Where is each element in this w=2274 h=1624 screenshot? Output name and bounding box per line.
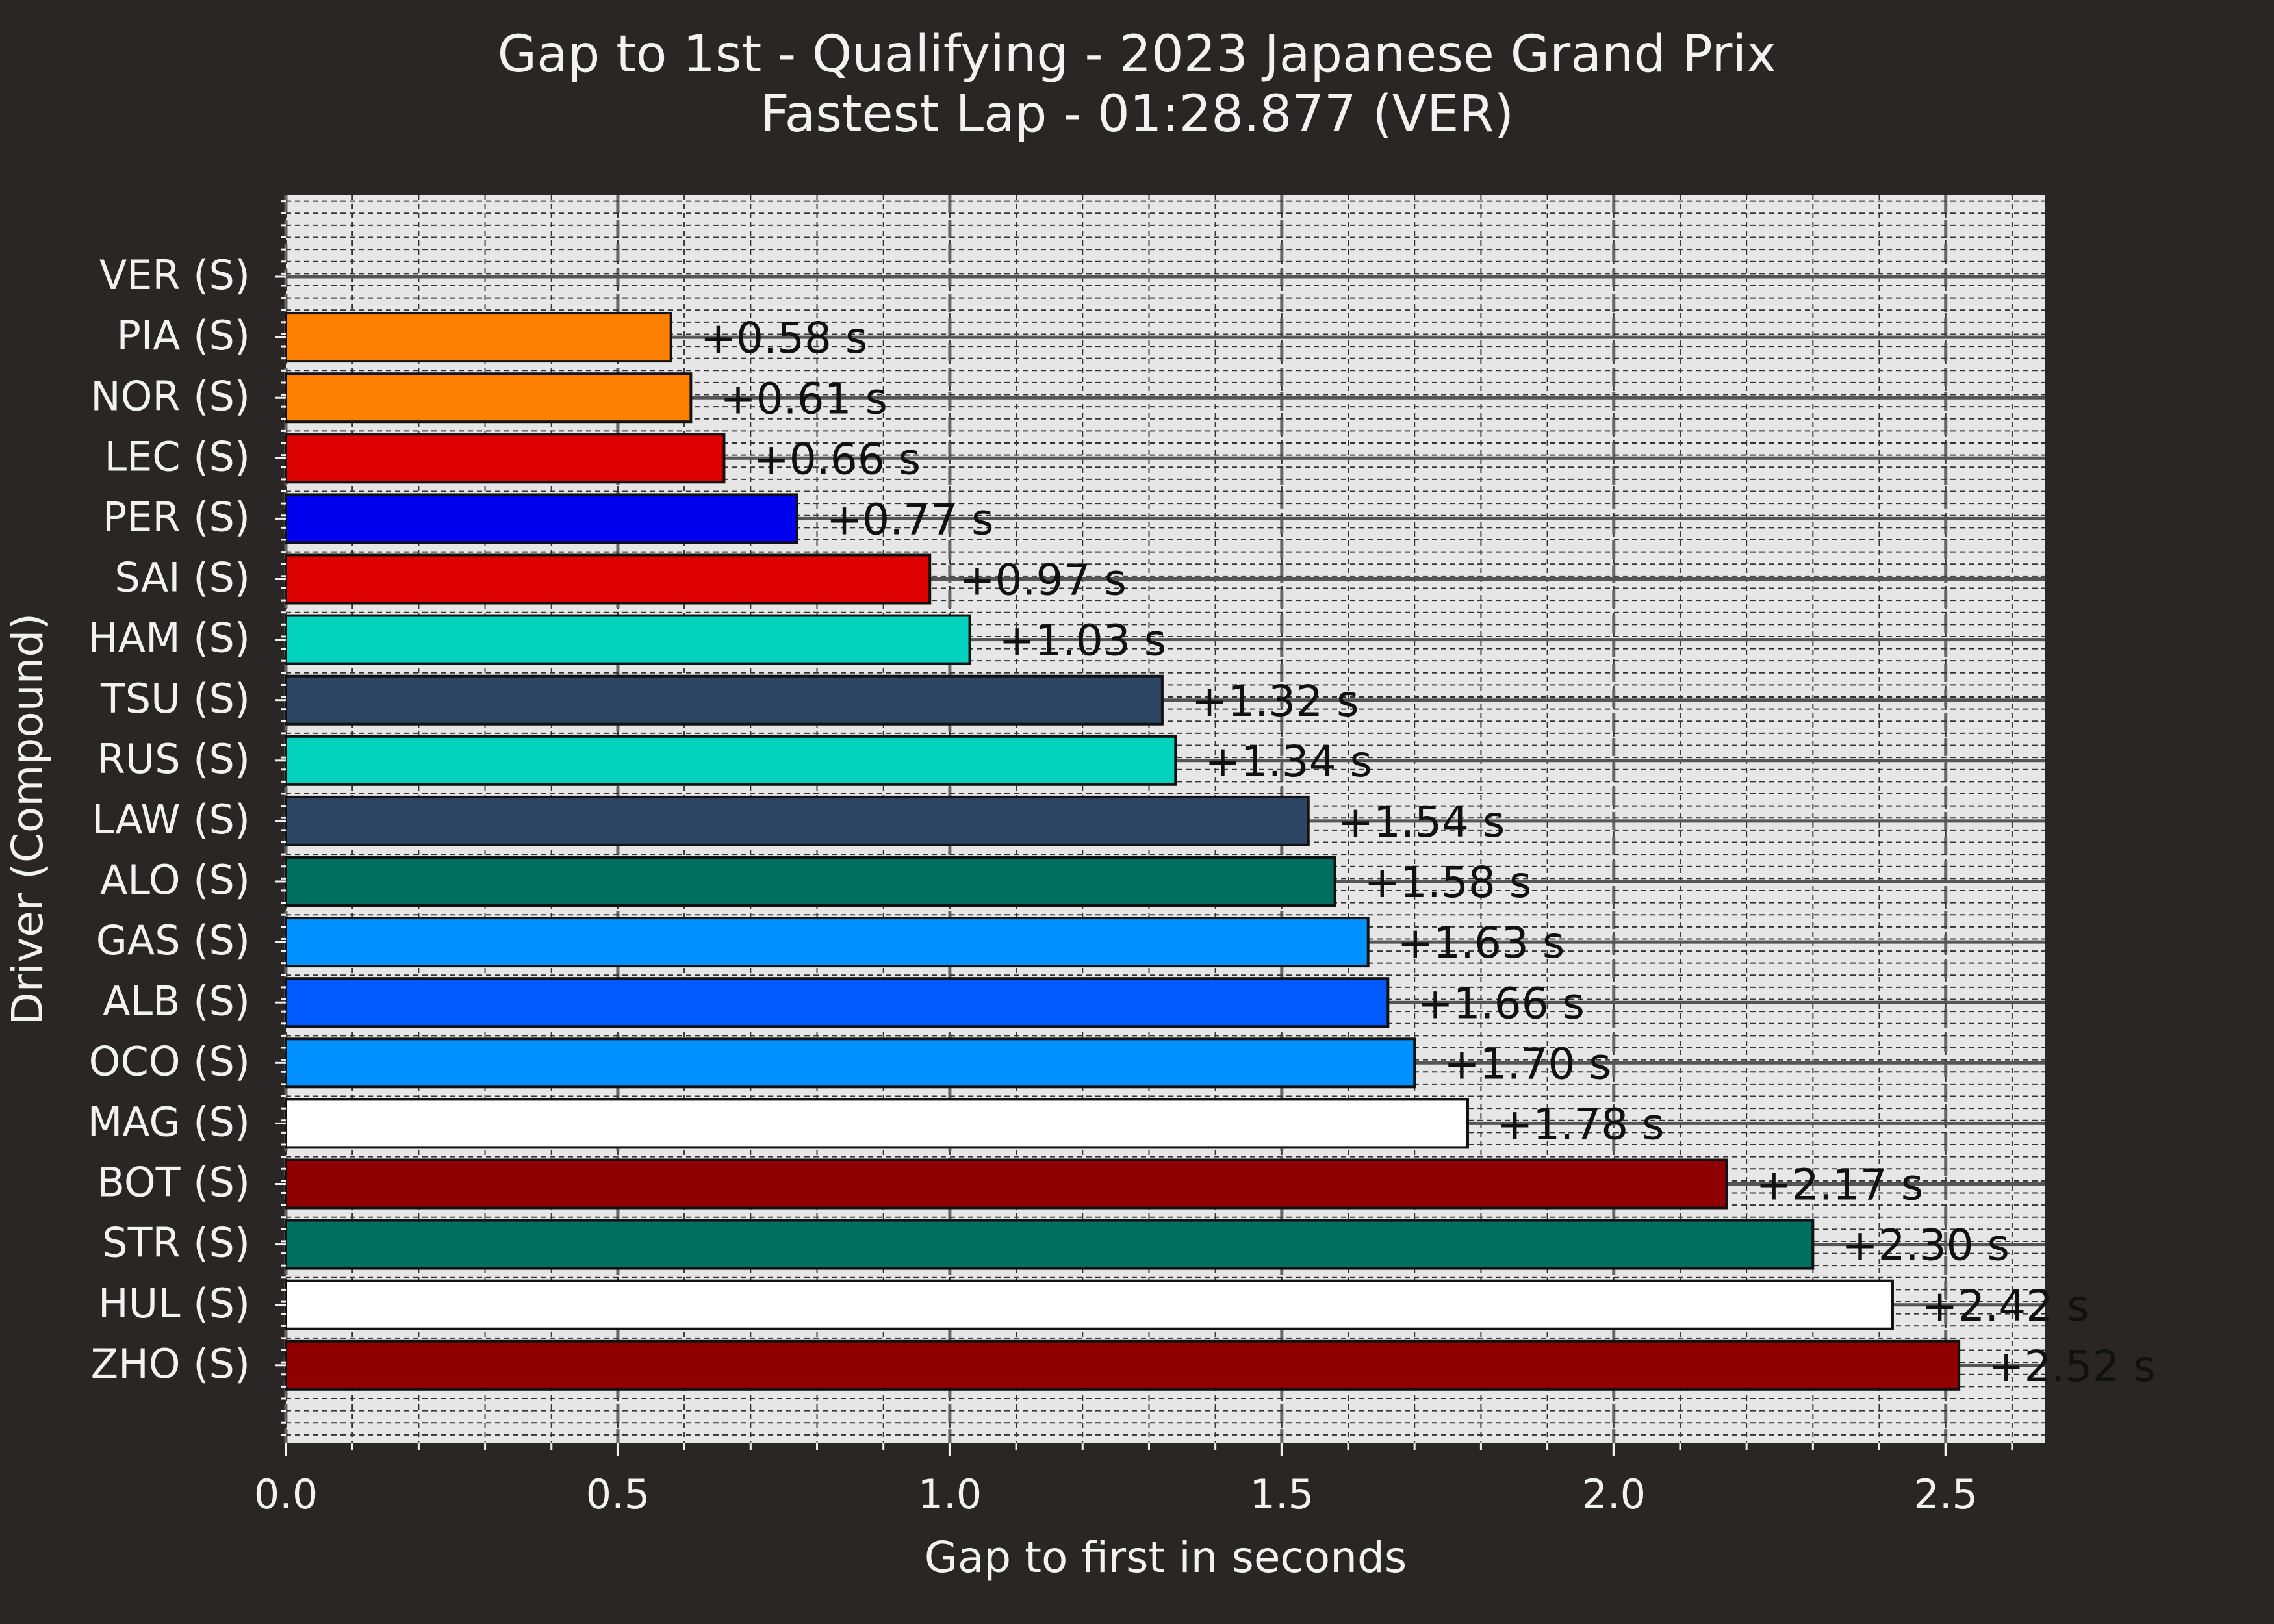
- bar-hul: [285, 1279, 1894, 1330]
- bar-ham: [285, 614, 971, 665]
- bar-per: [285, 493, 798, 544]
- y-tick-label: NOR (S): [90, 372, 250, 420]
- chart-subtitle: Fastest Lap - 01:28.877 (VER): [760, 85, 1514, 144]
- data-label: +0.66 s: [753, 434, 921, 484]
- y-tick-label: BOT (S): [97, 1159, 250, 1206]
- data-label: +0.97 s: [959, 555, 1127, 605]
- x-tick-label: 0.0: [254, 1471, 318, 1518]
- y-tick-label: HUL (S): [98, 1280, 250, 1327]
- axes: VER (S) PIA (S) NOR (S) LEC (S) PER (S) SAI (…: [88, 200, 2013, 1518]
- data-label: +1.58 s: [1364, 857, 1532, 907]
- data-label: +1.66 s: [1417, 978, 1585, 1028]
- y-tick-label: TSU (S): [100, 675, 250, 722]
- bar-zho: [285, 1339, 1961, 1391]
- x-tick-label: 1.5: [1250, 1471, 1314, 1518]
- bar-mag: [285, 1098, 1469, 1149]
- data-label: +2.52 s: [1988, 1341, 2156, 1391]
- data-label: +1.32 s: [1192, 676, 1359, 726]
- y-axis-label: Driver (Compound): [3, 613, 53, 1025]
- y-tick-label: ZHO (S): [91, 1340, 250, 1388]
- data-label: +1.03 s: [999, 616, 1167, 666]
- y-tick-label: VER (S): [99, 251, 250, 299]
- data-labels: +0.58 s +0.61 s +0.66 s +0.77 s +0.97 s +1.03…: [700, 313, 2156, 1391]
- data-label: +1.70 s: [1444, 1039, 1611, 1089]
- data-label: +0.77 s: [826, 494, 994, 544]
- bar-alo: [285, 856, 1336, 907]
- y-tick-label: LAW (S): [92, 796, 250, 843]
- x-tick-label: 0.5: [586, 1471, 650, 1518]
- bar-law: [285, 795, 1310, 846]
- y-tick-label: STR (S): [102, 1219, 250, 1267]
- y-tick-label: PIA (S): [116, 312, 250, 359]
- bar-rus: [285, 735, 1177, 786]
- data-label: +1.54 s: [1338, 797, 1505, 847]
- x-tick-label: 2.5: [1913, 1471, 1978, 1518]
- y-tick-label: MAG (S): [88, 1098, 250, 1145]
- y-tick-label: SAI (S): [114, 554, 250, 602]
- bar-nor: [285, 372, 693, 424]
- bar-pia: [285, 312, 672, 363]
- x-axis-label: Gap to first in seconds: [925, 1532, 1407, 1582]
- bar-oco: [285, 1037, 1416, 1089]
- bar-tsu: [285, 674, 1164, 726]
- y-tick-label: ALO (S): [100, 856, 250, 904]
- y-tick-label: LEC (S): [105, 433, 250, 480]
- x-tick-label: 1.0: [918, 1471, 982, 1518]
- bar-sai: [285, 553, 932, 605]
- chart-title: Gap to 1st - Qualifying - 2023 Japanese …: [498, 25, 1777, 84]
- y-tick-label: GAS (S): [96, 917, 250, 964]
- data-label: +0.58 s: [700, 313, 868, 363]
- y-tick-label: HAM (S): [88, 615, 250, 662]
- y-tick-label: ALB (S): [103, 977, 250, 1024]
- x-tick-label: 2.0: [1581, 1471, 1646, 1518]
- data-label: +2.30 s: [1842, 1221, 2010, 1271]
- data-label: +2.17 s: [1756, 1160, 1923, 1210]
- data-label: +0.61 s: [720, 374, 888, 424]
- bar-lec: [285, 433, 726, 484]
- y-tick-label: PER (S): [103, 493, 250, 540]
- data-label: +1.63 s: [1398, 918, 1565, 968]
- bar-alb: [285, 977, 1390, 1028]
- data-label: +2.42 s: [1922, 1281, 2089, 1331]
- data-label: +1.34 s: [1205, 737, 1372, 787]
- y-tick-label: OCO (S): [89, 1037, 250, 1085]
- bar-str: [285, 1219, 1815, 1270]
- bar-bot: [285, 1158, 1728, 1210]
- data-label: +1.78 s: [1497, 1099, 1665, 1149]
- bar-gas: [285, 917, 1370, 968]
- y-tick-label: RUS (S): [97, 735, 250, 783]
